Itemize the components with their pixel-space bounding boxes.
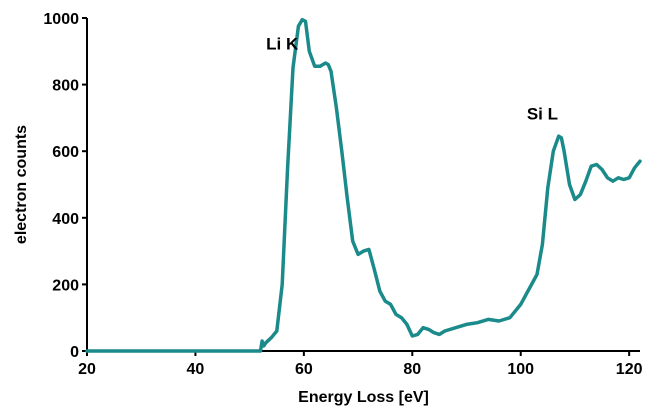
y-tick-label: 200 xyxy=(52,277,79,294)
x-tick-label: 20 xyxy=(78,361,96,378)
x-tick-label: 120 xyxy=(616,361,643,378)
y-tick-label: 600 xyxy=(52,144,79,161)
x-axis-title: Energy Loss [eV] xyxy=(298,389,429,406)
x-tick-label: 80 xyxy=(403,361,421,378)
x-tick-label: 40 xyxy=(187,361,205,378)
x-tick-label: 100 xyxy=(507,361,534,378)
y-tick-label: 400 xyxy=(52,211,79,228)
series-line xyxy=(85,17,642,353)
y-tick-label: 800 xyxy=(52,78,79,95)
ticks: 20 40 60 80 100 120 0 200 400 600 800 1000 xyxy=(43,11,642,378)
axes xyxy=(86,18,640,352)
y-axis-title: electron counts xyxy=(13,125,30,244)
peak-annotation: Li K xyxy=(266,35,299,54)
y-tick-label: 0 xyxy=(70,344,79,361)
annotations: Li K Si L xyxy=(266,35,558,124)
y-tick-label: 1000 xyxy=(43,11,79,28)
peak-annotation: Si L xyxy=(527,105,558,124)
x-tick-label: 60 xyxy=(295,361,313,378)
